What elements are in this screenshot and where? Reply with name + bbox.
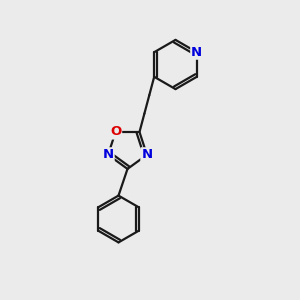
Text: N: N [103,148,114,161]
Text: N: N [141,148,152,161]
Text: O: O [110,125,121,139]
Text: N: N [191,46,202,59]
